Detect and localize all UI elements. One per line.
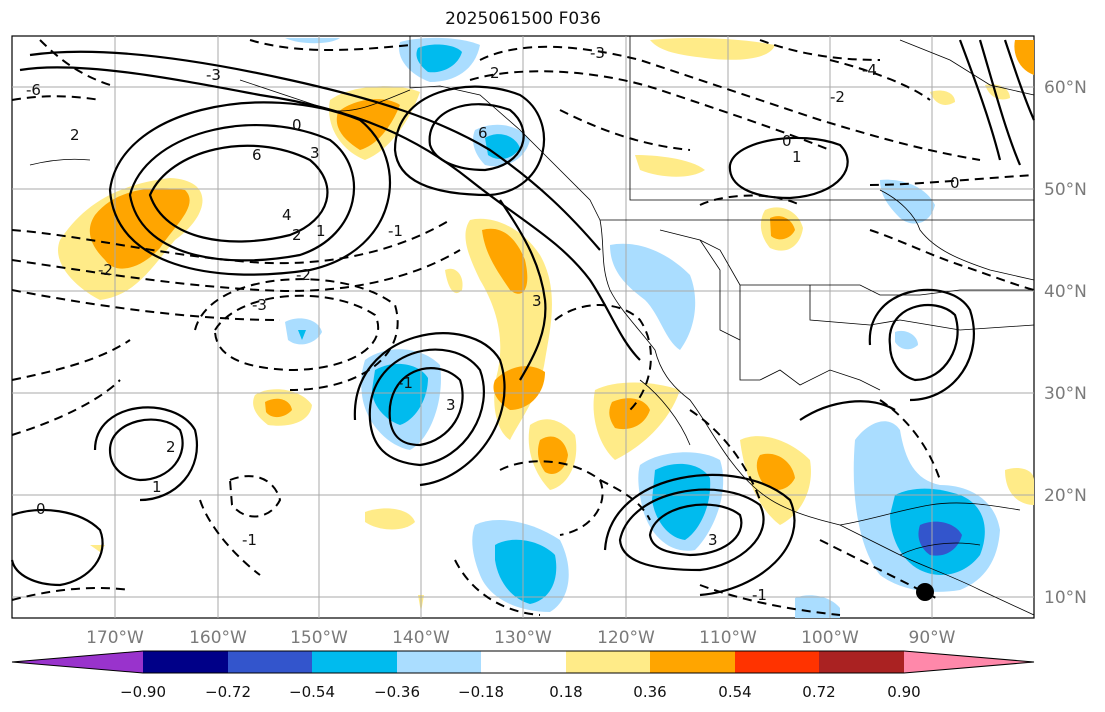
contour-label: 1 <box>152 478 162 496</box>
contour-label: -3 <box>590 44 605 62</box>
lon-label: 110°W <box>699 628 757 648</box>
lon-label: 100°W <box>801 628 859 648</box>
map-title: 2025061500 F036 <box>445 9 601 29</box>
contour-label: 2 <box>292 226 302 244</box>
colorbar-segment <box>819 651 904 673</box>
colorbar-tick: 0.54 <box>718 683 751 701</box>
colorbar-tick: 0.90 <box>887 683 920 701</box>
colorbar-extend-low <box>12 651 143 673</box>
longitude-labels: 170°W 160°W 150°W 140°W 130°W 120°W 110°… <box>86 628 956 648</box>
contour-label: 2 <box>490 64 500 82</box>
colorbar-tick: −0.54 <box>289 683 335 701</box>
contour-label: -1 <box>752 586 767 604</box>
colorbar-extend-high <box>904 651 1034 673</box>
lat-label: 20°N <box>1044 486 1087 506</box>
contour-label: 0 <box>950 174 960 192</box>
contour-label: 3 <box>532 292 542 310</box>
contour-label: -1 <box>398 374 413 392</box>
contour-label: 6 <box>478 124 488 142</box>
contour-label: -2 <box>830 88 845 106</box>
contour-label: 0 <box>36 500 46 518</box>
contour-label: 1 <box>792 148 802 166</box>
contour-label: 3 <box>708 531 718 549</box>
colorbar-segment <box>312 651 397 673</box>
colorbar-segment <box>566 651 650 673</box>
contour-label: 1 <box>316 222 326 240</box>
lat-label: 40°N <box>1044 282 1087 302</box>
contour-label: 0 <box>292 116 302 134</box>
colorbar <box>11 650 1035 674</box>
contours <box>10 39 1036 616</box>
lon-label: 160°W <box>189 628 247 648</box>
location-marker <box>916 583 934 601</box>
colorbar-ticks: −0.90 −0.72 −0.54 −0.36 −0.18 0.18 0.36 … <box>120 683 921 701</box>
colorbar-tick: −0.36 <box>374 683 420 701</box>
colorbar-outline <box>11 650 1035 674</box>
colorbar-segment <box>650 651 735 673</box>
contour-label: 4 <box>282 206 292 224</box>
contour-label: -1 <box>242 531 257 549</box>
contour-label: -2 <box>296 266 311 284</box>
contour-label: 2 <box>166 438 176 456</box>
latitude-labels: 60°N 50°N 40°N 30°N 20°N 10°N <box>1044 78 1087 608</box>
colorbar-tick: 0.18 <box>549 683 582 701</box>
colorbar-tick: 0.72 <box>802 683 835 701</box>
graticule <box>12 36 1034 618</box>
contour-label: -2 <box>98 261 113 279</box>
contour-label: -4 <box>862 61 877 79</box>
colorbar-segment <box>735 651 819 673</box>
contour-label: -1 <box>388 222 403 240</box>
lon-label: 170°W <box>86 628 144 648</box>
colorbar-segment <box>481 651 566 673</box>
lon-label: 120°W <box>597 628 655 648</box>
shading-layer <box>58 37 1034 618</box>
contour-label: 2 <box>70 126 80 144</box>
lat-label: 60°N <box>1044 78 1087 98</box>
map-panel: 6 3 2 0 6 4 2 1 -1 -2 -3 -4 -6 3 2 1 0 -… <box>10 35 1036 619</box>
lat-label: 10°N <box>1044 588 1087 608</box>
colorbar-tick: −0.18 <box>458 683 504 701</box>
contour-label: -3 <box>252 296 267 314</box>
colorbar-tick: 0.36 <box>633 683 666 701</box>
lat-label: 30°N <box>1044 384 1087 404</box>
lon-label: 130°W <box>494 628 552 648</box>
colorbar-segment <box>143 651 228 673</box>
contour-label: -6 <box>26 81 41 99</box>
contour-label: 6 <box>252 146 262 164</box>
contour-label: 3 <box>310 144 320 162</box>
contour-label: -3 <box>206 66 221 84</box>
colorbar-segment <box>228 651 312 673</box>
lon-label: 150°W <box>290 628 348 648</box>
colorbar-tick: −0.72 <box>205 683 251 701</box>
contour-labels: 6 3 2 0 6 4 2 1 -1 -2 -3 -4 -6 3 2 1 0 -… <box>26 44 960 604</box>
lat-label: 50°N <box>1044 180 1087 200</box>
lon-label: 90°W <box>909 628 956 648</box>
lon-label: 140°W <box>392 628 450 648</box>
contour-label: 3 <box>446 396 456 414</box>
colorbar-segment <box>397 651 481 673</box>
colorbar-tick: −0.90 <box>120 683 166 701</box>
contour-label: 0 <box>782 132 792 150</box>
